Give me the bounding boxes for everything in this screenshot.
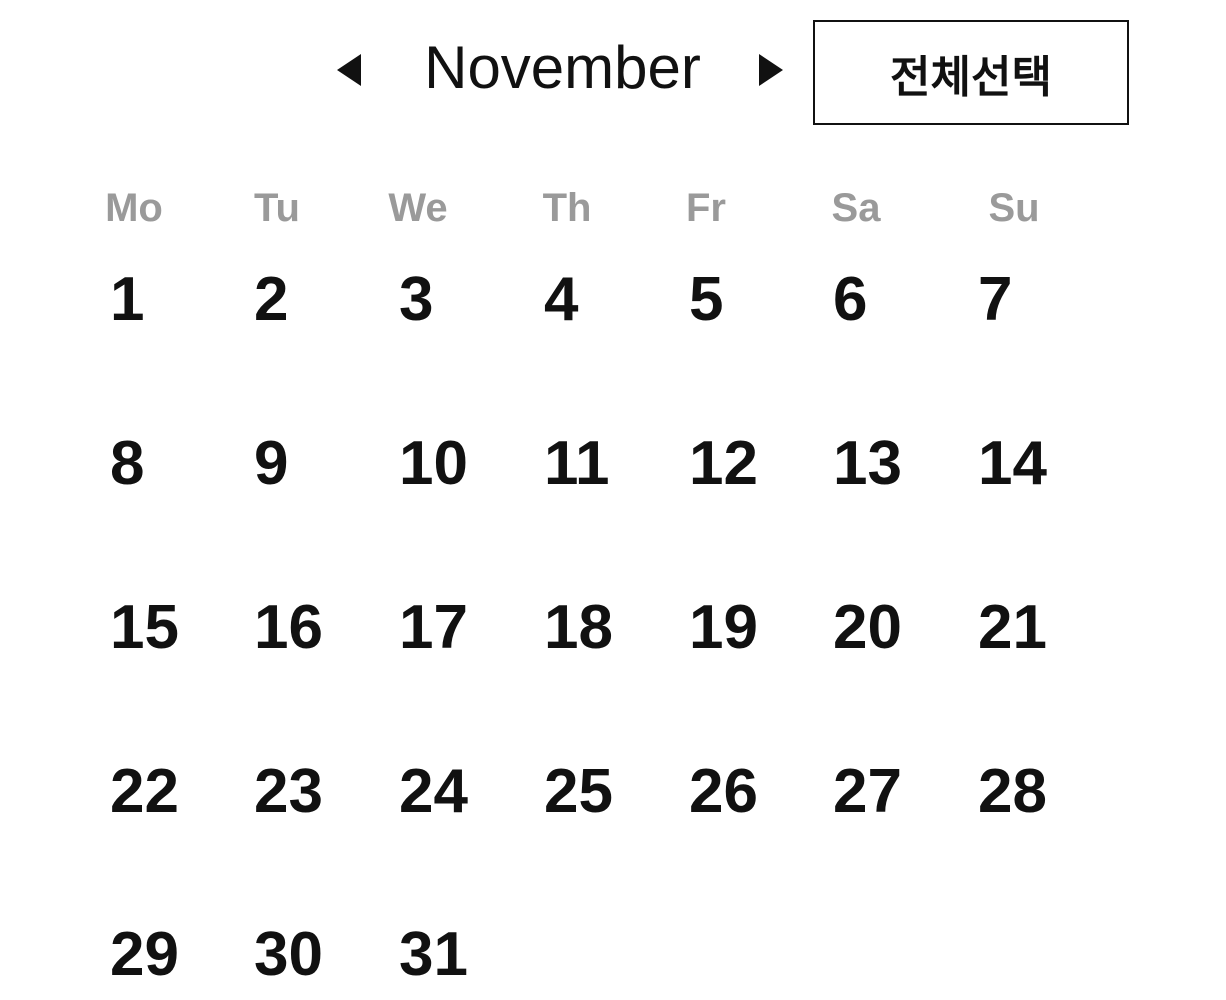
- calendar-day[interactable]: 9: [254, 429, 289, 498]
- weekday-header-row: Mo Tu We Th Fr Sa Su: [0, 178, 1226, 238]
- month-title: November: [424, 34, 701, 101]
- calendar-day[interactable]: 18: [544, 593, 613, 662]
- calendar-day[interactable]: 27: [833, 757, 902, 826]
- weekday-label: Sa: [831, 186, 881, 230]
- calendar-day[interactable]: 12: [689, 429, 758, 498]
- calendar-day[interactable]: 30: [254, 920, 323, 989]
- weekday-label: Th: [542, 186, 592, 230]
- calendar-day[interactable]: 21: [978, 593, 1047, 662]
- calendar-day[interactable]: 3: [399, 265, 434, 334]
- calendar-day[interactable]: 22: [110, 757, 179, 826]
- calendar-day[interactable]: 31: [399, 920, 468, 989]
- weekday-label: Tu: [254, 186, 300, 230]
- calendar-day[interactable]: 23: [254, 757, 323, 826]
- calendar-day[interactable]: 8: [110, 429, 145, 498]
- calendar-day[interactable]: 20: [833, 593, 902, 662]
- select-all-button[interactable]: 전체선택: [813, 20, 1129, 125]
- weekday-label: Fr: [686, 186, 726, 230]
- calendar-day[interactable]: 19: [689, 593, 758, 662]
- calendar-day[interactable]: 6: [833, 265, 868, 334]
- calendar-day[interactable]: 25: [544, 757, 613, 826]
- calendar-day[interactable]: 7: [978, 265, 1013, 334]
- calendar-day[interactable]: 17: [399, 593, 468, 662]
- weekday-label: We: [388, 186, 448, 230]
- calendar-day[interactable]: 2: [254, 265, 289, 334]
- calendar-day[interactable]: 11: [544, 429, 610, 498]
- calendar-day[interactable]: 5: [689, 265, 724, 334]
- next-month-button[interactable]: [754, 50, 788, 90]
- calendar-header: November 전체선택: [0, 0, 1226, 140]
- weekday-label: Mo: [105, 186, 163, 230]
- calendar-day[interactable]: 14: [978, 429, 1047, 498]
- triangle-left-icon: [337, 54, 361, 86]
- calendar-day[interactable]: 24: [399, 757, 468, 826]
- calendar-day[interactable]: 26: [689, 757, 758, 826]
- calendar-day[interactable]: 13: [833, 429, 902, 498]
- calendar-day[interactable]: 4: [544, 265, 579, 334]
- previous-month-button[interactable]: [332, 50, 366, 90]
- calendar-day[interactable]: 15: [110, 593, 179, 662]
- calendar-day[interactable]: 1: [110, 265, 145, 334]
- calendar-day[interactable]: 29: [110, 920, 179, 989]
- weekday-label: Su: [988, 186, 1040, 230]
- calendar-day[interactable]: 28: [978, 757, 1047, 826]
- calendar-day[interactable]: 10: [399, 429, 468, 498]
- calendar-day[interactable]: 16: [254, 593, 323, 662]
- triangle-right-icon: [759, 54, 783, 86]
